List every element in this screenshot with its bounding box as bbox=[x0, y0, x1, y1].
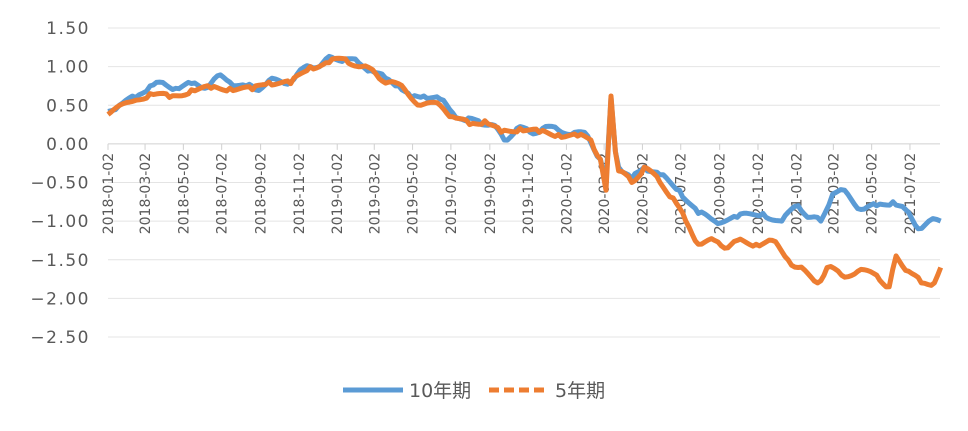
y-tick-label: −0.50 bbox=[30, 174, 90, 194]
legend: 10年期 5年期 bbox=[343, 380, 605, 402]
x-tick-label: 2019-07-02 bbox=[444, 153, 460, 234]
x-tick-label: 2018-05-02 bbox=[176, 153, 192, 234]
x-tick-label: 2019-01-02 bbox=[330, 153, 346, 234]
y-axis-ticks: 1.50 1.00 0.50 0.00 −0.50 −1.00 −1.50 −2.00 −2.5… bbox=[30, 19, 90, 348]
x-tick-label: 2018-01-02 bbox=[101, 153, 117, 234]
y-tick-label: −1.50 bbox=[30, 251, 90, 271]
y-tick-label: −2.00 bbox=[30, 289, 90, 309]
y-tick-label: −2.50 bbox=[30, 328, 90, 348]
x-tick-label: 2020-01-02 bbox=[559, 153, 575, 234]
y-tick-label: 1.50 bbox=[46, 19, 90, 39]
legend-label: 5年期 bbox=[555, 380, 605, 402]
x-tick-label: 2021-05-02 bbox=[865, 153, 881, 234]
x-tick-label: 2018-11-02 bbox=[292, 153, 308, 234]
gridlines bbox=[108, 27, 940, 338]
x-tick-label: 2020-09-02 bbox=[713, 153, 729, 234]
series-line-5y bbox=[106, 55, 944, 290]
x-axis: 2018-01-02 2018-03-02 2018-05-02 2018-07-02… bbox=[101, 143, 919, 234]
series-lines bbox=[106, 53, 944, 290]
y-tick-label: 1.00 bbox=[46, 58, 90, 78]
x-tick-label: 2018-03-02 bbox=[138, 153, 154, 234]
y-tick-label: −1.00 bbox=[30, 212, 90, 232]
x-tick-label: 2018-09-02 bbox=[254, 153, 270, 234]
y-tick-label: 0.50 bbox=[46, 96, 90, 116]
x-tick-label: 2019-11-02 bbox=[521, 153, 537, 234]
x-tick-label: 2019-03-02 bbox=[367, 153, 383, 234]
x-tick-label: 2020-11-02 bbox=[751, 153, 767, 234]
x-tick-label: 2019-09-02 bbox=[483, 153, 499, 234]
x-tick-label: 2021-01-02 bbox=[789, 153, 805, 234]
x-tick-label: 2018-07-02 bbox=[215, 153, 231, 234]
y-tick-label: 0.00 bbox=[46, 135, 90, 155]
x-tick-label: 2019-05-02 bbox=[406, 153, 422, 234]
legend-label: 10年期 bbox=[409, 380, 471, 402]
